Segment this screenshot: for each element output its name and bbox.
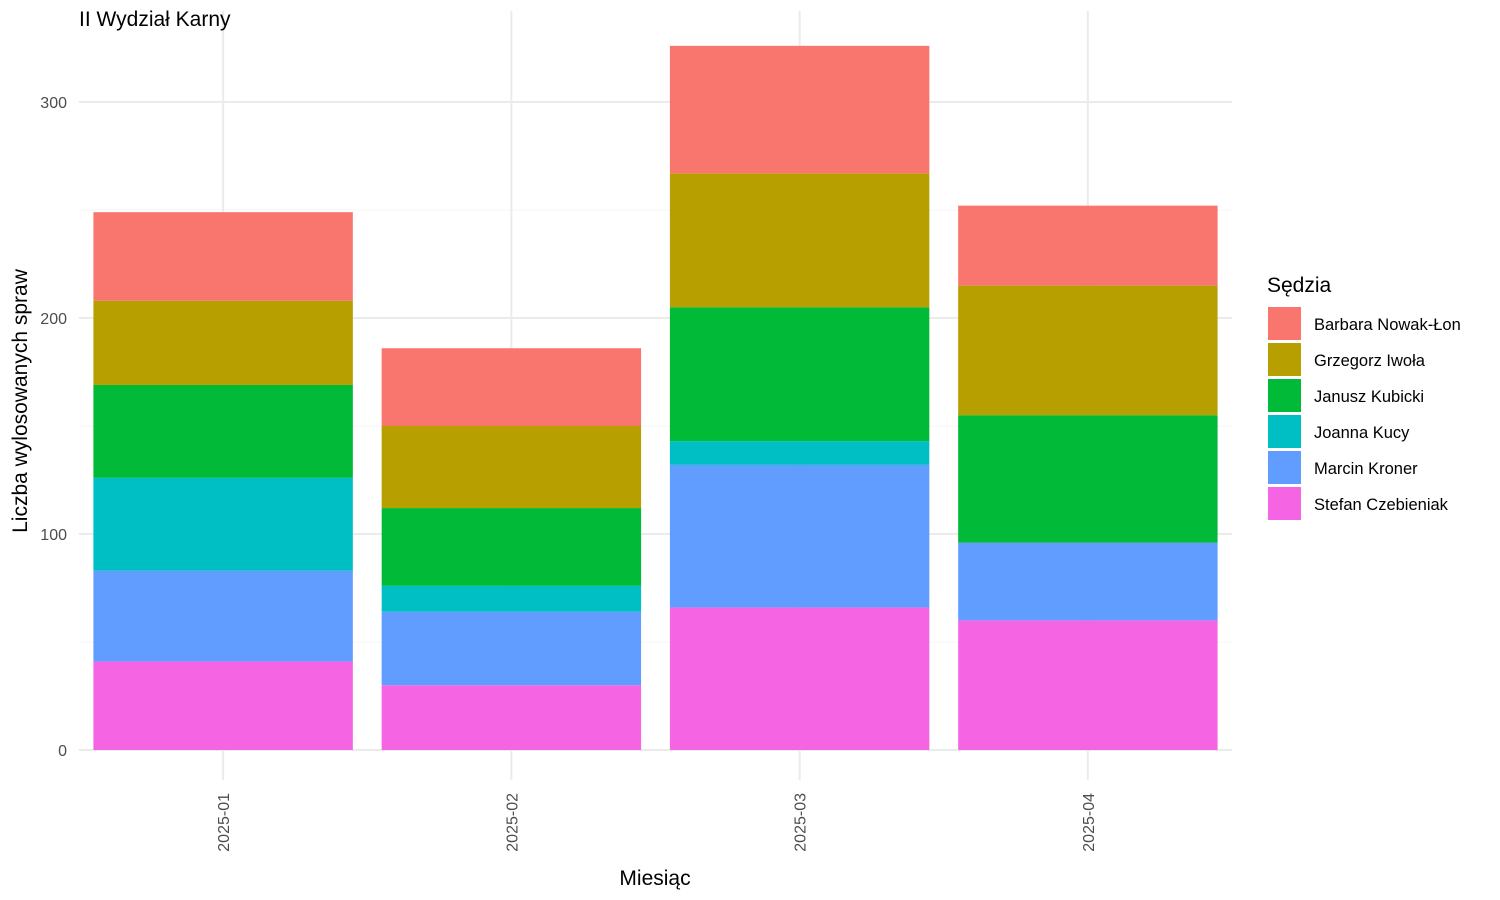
legend-label: Joanna Kucy	[1314, 424, 1410, 442]
x-tick-label: 2025-04	[1081, 793, 1098, 852]
bar-segment	[381, 685, 642, 750]
x-axis-ticks: 2025-01 2025-02 2025-03 2025-04	[216, 793, 1098, 852]
legend-label: Barbara Nowak-Łon	[1314, 316, 1461, 334]
legend-swatch	[1268, 307, 1301, 340]
x-tick-label: 2025-01	[216, 793, 233, 852]
bar-segment	[669, 464, 930, 608]
legend-swatch	[1268, 343, 1301, 376]
legend-label: Marcin Kroner	[1314, 460, 1418, 478]
bar-segment	[93, 212, 353, 301]
y-axis-ticks: 0 100 200 300	[40, 95, 67, 760]
bar-segment	[958, 205, 1218, 286]
bar-segment	[93, 384, 353, 478]
bar-segment	[381, 611, 642, 686]
legend-swatch	[1268, 415, 1301, 448]
legend-swatch	[1268, 379, 1301, 412]
y-tick-label: 200	[40, 311, 67, 328]
y-tick-label: 100	[40, 527, 67, 544]
x-axis-title: Miesiąc	[619, 867, 690, 890]
legend-title: Sędzia	[1267, 274, 1332, 297]
legend: Sędzia Barbara Nowak-Łon Grzegorz Iwoła Ja…	[1267, 274, 1461, 520]
bar-segment	[669, 307, 930, 442]
bar-segment	[669, 173, 930, 308]
x-tick-label: 2025-02	[504, 793, 521, 852]
bar-segment	[958, 542, 1218, 621]
bar-segment	[93, 661, 353, 750]
bar-segment	[958, 415, 1218, 543]
bar-segment	[669, 441, 930, 465]
bar-segment	[669, 607, 930, 750]
bar-segment	[381, 585, 642, 612]
legend-label: Stefan Czebieniak	[1314, 496, 1449, 514]
bar-segment	[93, 477, 353, 571]
legend-swatch	[1268, 451, 1301, 484]
bar-segment	[669, 45, 930, 174]
bar-segment	[93, 570, 353, 662]
legend-label: Janusz Kubicki	[1314, 388, 1424, 406]
bar-segment	[381, 426, 642, 509]
x-tick-label: 2025-03	[793, 793, 810, 852]
y-axis-title: Liczba wylosowanych spraw	[9, 268, 32, 533]
legend-label: Grzegorz Iwoła	[1314, 352, 1426, 370]
bar-segment	[93, 300, 353, 385]
y-tick-label: 300	[40, 95, 67, 112]
legend-swatch	[1268, 487, 1301, 520]
bar-segment	[381, 508, 642, 586]
legend-items: Barbara Nowak-Łon Grzegorz Iwoła Janusz Ku…	[1268, 307, 1461, 520]
bar-segment	[958, 285, 1218, 416]
bars	[93, 45, 1218, 750]
bar-segment	[381, 348, 642, 426]
bar-segment	[958, 620, 1218, 750]
y-tick-label: 0	[58, 743, 67, 760]
chart-title: II Wydział Karny	[79, 8, 231, 31]
